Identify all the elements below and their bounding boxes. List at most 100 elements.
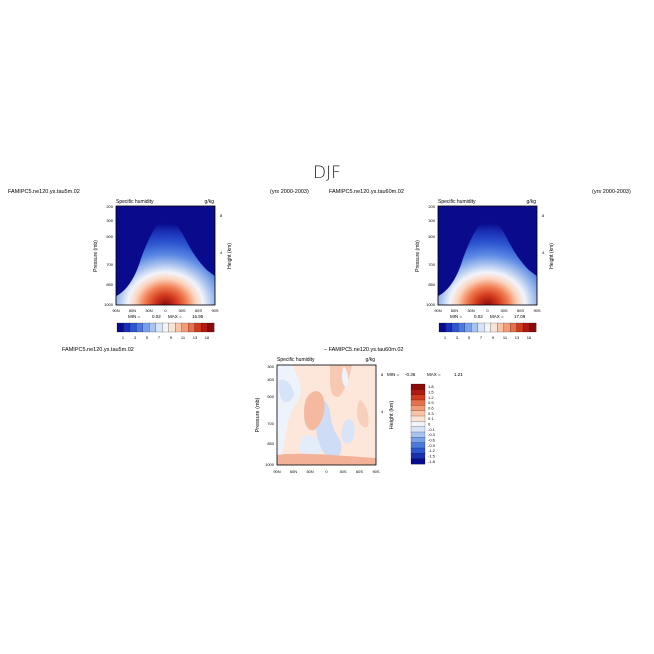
panel-2-units: g/kg xyxy=(527,199,537,205)
colorbar-swatch xyxy=(410,405,426,411)
panel-1-colorbar xyxy=(116,322,215,333)
panel-3-cbar-tick: 0.1 xyxy=(428,416,434,421)
panel-2-max-label: MAX = xyxy=(490,314,504,319)
panel-3-case-label: FAMIPC5.ne120.ys.tau5m.02 xyxy=(62,347,134,353)
panel-1-humidity-field xyxy=(115,218,216,306)
colorbar-swatch xyxy=(410,453,426,459)
colorbar-swatch xyxy=(410,394,426,401)
colorbar-swatch xyxy=(490,322,498,333)
panel-3-ytick: 700 xyxy=(267,421,274,426)
colorbar-swatch xyxy=(116,322,124,333)
panel-3-xtick: 90S xyxy=(372,469,379,474)
panel-1-max-value: 16.95 xyxy=(192,314,204,319)
panel-1-xtick: 30S xyxy=(178,308,185,313)
panel-3-xtick: 0 xyxy=(325,469,328,474)
colorbar-swatch xyxy=(207,322,215,333)
colorbar-swatch xyxy=(484,322,492,333)
panel-3-ytick: 1000 xyxy=(265,462,275,467)
colorbar-swatch xyxy=(522,322,530,333)
panel-3-y-ticks: 300 400 500 700 850 1000 xyxy=(265,364,275,467)
panel-3-diff-label: – FAMIPC5.ne120.ys.tau60m.02 xyxy=(324,347,404,353)
panel-3-ylabel: Pressure (mb) xyxy=(255,397,261,432)
colorbar-swatch xyxy=(123,322,131,333)
panel-2-xtick: 30N xyxy=(467,308,474,313)
panel-2-ytick: 850 xyxy=(428,282,435,287)
panel-2-years-label: (yrs 2000-2003) xyxy=(592,189,631,195)
panel-3-cbar-tick: -0.3 xyxy=(428,432,436,437)
page-title: DJF xyxy=(313,163,341,183)
colorbar-swatch xyxy=(410,421,426,427)
panel-1-ytick: 300 xyxy=(106,218,113,223)
panel-1-xtick: 60N xyxy=(129,308,136,313)
panel-3-field-label: Specific humidity xyxy=(277,357,315,363)
panel-3-x-ticks: 90N 60N 30N 0 30S 60S 90S xyxy=(273,469,380,474)
panel-1-units: g/kg xyxy=(205,199,215,205)
colorbar-swatch xyxy=(410,426,426,433)
panel-1-x-ticks: 90N 60N 30N 0 30S 60S 90S xyxy=(112,308,219,313)
panel-1-min-value: 0.02 xyxy=(152,314,161,319)
panel-3-cbar-tick: -1.8 xyxy=(428,459,436,464)
panel-2-xtick: 0 xyxy=(486,308,489,313)
panel-2-cbar-tick: 13 xyxy=(515,335,520,340)
colorbar-swatch xyxy=(410,437,426,443)
colorbar-swatch xyxy=(175,322,182,333)
colorbar-swatch xyxy=(181,322,189,333)
panel-2-cbar-tick: 1 xyxy=(444,335,447,340)
panel-3-cbar-tick: 0 xyxy=(428,422,431,427)
panel-2-xtick: 30S xyxy=(500,308,507,313)
colorbar-swatch xyxy=(516,322,524,333)
colorbar-swatch xyxy=(410,447,426,454)
colorbar-swatch xyxy=(410,442,426,449)
colorbar-swatch xyxy=(168,322,176,333)
panel-1-cbar-tick: 13 xyxy=(193,335,198,340)
panel-2-ytick: 500 xyxy=(428,234,435,239)
colorbar-swatch xyxy=(458,322,466,333)
panel-1-ytick: 850 xyxy=(106,282,113,287)
panel-3-plot-frame xyxy=(276,364,377,466)
panel-1-cbar-tick: 3 xyxy=(134,335,137,340)
colorbar-swatch xyxy=(471,322,479,333)
panel-3-ylabel-right: Height (km) xyxy=(389,401,395,430)
panel-3-ytick: 300 xyxy=(267,364,274,369)
panel-3-ytick: 400 xyxy=(267,377,274,382)
panel-1-cbar-tick: 9 xyxy=(170,335,173,340)
panel-3-cbar-tick: 0.9 xyxy=(428,400,434,405)
colorbar-swatch xyxy=(188,322,195,333)
colorbar-swatch xyxy=(194,322,202,333)
panel-3-ytick-right: 8 xyxy=(381,372,384,377)
colorbar-swatch xyxy=(410,415,426,422)
panel-2-cbar-tick: 5 xyxy=(468,335,471,340)
panel-2-ytick: 700 xyxy=(428,262,435,267)
panel-2-ylabel-right: Height (km) xyxy=(549,243,555,269)
panel-3-cbar-tick: 0.3 xyxy=(428,411,434,416)
panel-3-xtick: 30N xyxy=(306,469,313,474)
colorbar-swatch xyxy=(129,322,137,333)
panel-3-cbar-tick: -0.6 xyxy=(428,438,436,443)
panel-3-xtick: 60N xyxy=(290,469,297,474)
panel-1-ytick: 700 xyxy=(106,262,113,267)
panel-1-ytick: 200 xyxy=(106,204,113,209)
panel-3-cbar-tick: 1.5 xyxy=(428,390,434,395)
colorbar-swatch xyxy=(477,322,485,333)
panel-1-ytick: 1000 xyxy=(104,302,114,307)
panel-2-cbar-tick: 9 xyxy=(492,335,495,340)
colorbar-swatch xyxy=(438,322,446,333)
panel-1-cbar-tick: 11 xyxy=(181,335,186,340)
panel-3-cbar-tick: -0.1 xyxy=(428,427,436,432)
panel-3-cbar-tick: 1.8 xyxy=(428,384,434,389)
colorbar-swatch xyxy=(445,322,453,333)
panel-3-xtick: 30S xyxy=(339,469,346,474)
panel-2: FAMIPC5.ne120.ys.tau60m.02 (yrs 2000-200… xyxy=(329,189,631,340)
panel-1-xtick: 30N xyxy=(145,308,152,313)
panel-1-xtick: 60S xyxy=(195,308,202,313)
panel-1-field-label: Specific humidity xyxy=(116,199,154,205)
panel-3: FAMIPC5.ne120.ys.tau5m.02 – FAMIPC5.ne12… xyxy=(62,347,463,474)
panel-3-max-label: MAX = xyxy=(427,372,441,377)
panel-1-xtick: 90S xyxy=(211,308,218,313)
colorbar-swatch xyxy=(510,322,517,333)
panel-2-min-label: MIN = xyxy=(450,314,462,319)
panel-3-units: g/kg xyxy=(366,357,376,363)
panel-2-x-ticks: 90N 60N 30N 0 30S 60S 90S xyxy=(434,308,541,313)
panel-2-cbar-tick: 3 xyxy=(456,335,459,340)
panel-2-colorbar-ticks: 1 3 5 7 9 11 13 16 xyxy=(444,335,532,340)
